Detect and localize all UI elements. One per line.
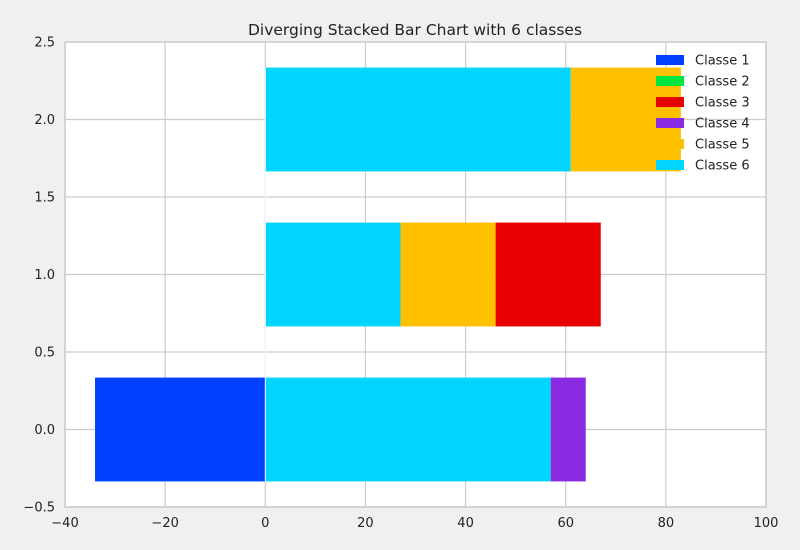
x-tick-label: 40 — [457, 516, 474, 531]
legend-swatch — [656, 118, 684, 128]
bar-segment — [265, 377, 551, 482]
y-tick-label: 1.0 — [34, 268, 55, 283]
y-tick-label: 1.5 — [34, 191, 55, 206]
x-tick-label: 100 — [754, 516, 779, 531]
bar-segment — [550, 377, 586, 482]
legend-label: Classe 6 — [695, 159, 750, 174]
bar-segment — [265, 222, 401, 327]
legend-label: Classe 4 — [695, 117, 750, 132]
legend-swatch — [656, 97, 684, 107]
x-tick-label: 80 — [658, 516, 675, 531]
bar-segment — [265, 67, 571, 172]
y-tick-label: −0.5 — [23, 501, 55, 516]
legend-label: Classe 2 — [695, 75, 750, 90]
y-tick-label: 0.0 — [34, 423, 55, 438]
legend-swatch — [656, 55, 684, 65]
legend-swatch — [656, 139, 684, 149]
legend-label: Classe 5 — [695, 138, 750, 153]
bar-segment — [495, 222, 601, 327]
chart-title: Diverging Stacked Bar Chart with 6 class… — [248, 21, 582, 39]
legend-swatch — [656, 76, 684, 86]
x-tick-label: −20 — [151, 516, 178, 531]
bar-segment — [400, 222, 496, 327]
legend-label: Classe 1 — [695, 54, 750, 69]
y-axis: −0.5 0.0 0.5 1.0 1.5 2.0 2.5 — [23, 36, 55, 516]
legend: Classe 1 Classe 2 Classe 3 Classe 4 Classe 5… — [656, 54, 750, 174]
legend-swatch — [656, 160, 684, 170]
y-tick-label: 2.0 — [34, 113, 55, 128]
y-tick-label: 0.5 — [34, 346, 55, 361]
legend-label: Classe 3 — [695, 96, 750, 111]
y-tick-label: 2.5 — [34, 36, 55, 51]
x-tick-label: 0 — [261, 516, 269, 531]
bar-segment — [95, 377, 266, 482]
x-tick-label: 60 — [557, 516, 574, 531]
x-tick-label: −40 — [51, 516, 78, 531]
x-axis: −40 −20 0 20 40 60 80 100 — [51, 516, 778, 531]
bars — [95, 67, 681, 482]
x-tick-label: 20 — [357, 516, 374, 531]
plot-frame — [64, 41, 767, 508]
